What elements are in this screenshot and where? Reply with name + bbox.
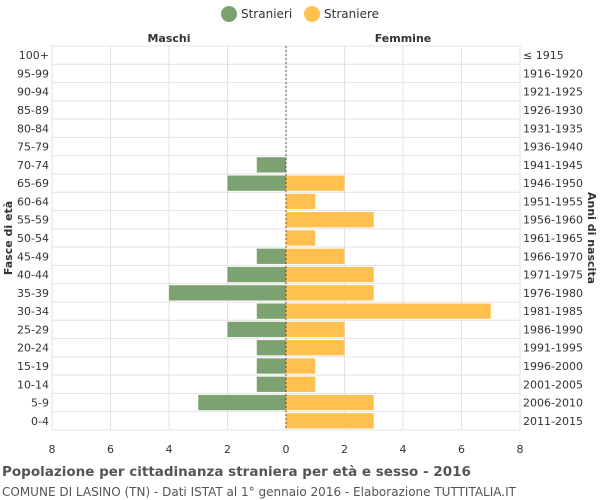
females-header: Femmine — [375, 32, 432, 45]
bar-female — [286, 321, 345, 338]
bar-female — [286, 193, 316, 210]
bar-male — [256, 340, 286, 356]
bar-male — [256, 248, 286, 264]
legend-label-females: Straniere — [324, 7, 379, 21]
x-tick-label: 8 — [49, 443, 56, 456]
bar-female — [286, 212, 374, 228]
legend-swatch-females — [304, 6, 321, 22]
age-group-label: 55-59 — [17, 214, 49, 227]
x-tick-label: 2 — [341, 443, 348, 456]
legend: Stranieri Straniere — [0, 6, 600, 22]
age-group-label: 25-29 — [17, 323, 49, 336]
y-axis-label-left: Fasce di età — [2, 201, 15, 275]
birth-year-label: 1996-2000 — [523, 360, 583, 373]
age-group-label: 0-4 — [31, 415, 49, 428]
legend-item-males[interactable]: Stranieri — [220, 6, 293, 22]
x-tick-label: 4 — [166, 443, 173, 456]
birth-year-label: 1951-1955 — [523, 195, 583, 208]
birth-year-label: 1971-1975 — [523, 269, 583, 282]
birth-year-label: 2011-2015 — [523, 415, 583, 428]
bar-male — [256, 376, 286, 392]
bar-male — [227, 175, 286, 191]
birth-year-label: 1931-1935 — [523, 122, 583, 135]
bar-male — [227, 321, 286, 338]
x-tick-label: 4 — [400, 443, 407, 456]
x-tick-label: 0 — [283, 443, 290, 456]
legend-swatch-males — [220, 6, 237, 22]
x-tick-label: 6 — [107, 443, 114, 456]
age-group-label: 5-9 — [31, 397, 49, 410]
bar-female — [286, 358, 316, 374]
bar-female — [286, 340, 345, 356]
bar-male — [256, 157, 286, 173]
age-group-label: 85-89 — [17, 104, 49, 117]
bar-female — [286, 285, 374, 301]
age-group-label: 60-64 — [17, 195, 49, 208]
x-tick-label: 2 — [224, 443, 231, 456]
birth-year-label: 2006-2010 — [523, 397, 583, 410]
age-group-label: 75-79 — [17, 141, 49, 154]
birth-year-label: 1991-1995 — [523, 342, 583, 355]
x-tick-label: 6 — [458, 443, 465, 456]
bar-female — [286, 266, 374, 283]
x-tick-label: 8 — [517, 443, 524, 456]
age-group-label: 100+ — [19, 49, 49, 62]
bar-female — [286, 376, 316, 392]
birth-year-label: 1976-1980 — [523, 287, 583, 300]
birth-year-label: 1961-1965 — [523, 232, 583, 245]
birth-year-label: 1956-1960 — [523, 214, 583, 227]
bar-male — [256, 358, 286, 374]
bar-female — [286, 303, 491, 319]
birth-year-label: 1916-1920 — [523, 67, 583, 80]
bar-female — [286, 413, 374, 429]
birth-year-label: 1921-1925 — [523, 86, 583, 99]
legend-label-males: Stranieri — [240, 7, 293, 21]
age-group-label: 30-34 — [17, 305, 49, 318]
bar-female — [286, 230, 316, 246]
age-group-label: 65-69 — [17, 177, 49, 190]
age-group-label: 95-99 — [17, 67, 49, 80]
age-group-label: 35-39 — [17, 287, 49, 300]
birth-year-label: 1946-1950 — [523, 177, 583, 190]
bar-female — [286, 394, 374, 411]
bar-male — [227, 266, 286, 283]
birth-year-label: 1926-1930 — [523, 104, 583, 117]
age-group-label: 10-14 — [17, 378, 49, 391]
age-group-label: 20-24 — [17, 342, 49, 355]
age-group-label: 15-19 — [17, 360, 49, 373]
legend-item-females[interactable]: Straniere — [304, 6, 379, 22]
birth-year-label: ≤ 1915 — [523, 49, 564, 62]
birth-year-label: 1966-1970 — [523, 250, 583, 263]
age-group-label: 70-74 — [17, 159, 49, 172]
age-group-label: 40-44 — [17, 269, 49, 282]
bar-female — [286, 248, 345, 264]
age-group-label: 45-49 — [17, 250, 49, 263]
birth-year-label: 2001-2005 — [523, 378, 583, 391]
chart-title: Popolazione per cittadinanza straniera p… — [2, 464, 471, 480]
birth-year-label: 1936-1940 — [523, 141, 583, 154]
birth-year-label: 1941-1945 — [523, 159, 583, 172]
age-group-label: 80-84 — [17, 122, 49, 135]
bar-male — [198, 394, 286, 411]
bar-male — [169, 285, 286, 301]
age-group-label: 90-94 — [17, 86, 49, 99]
birth-year-label: 1986-1990 — [523, 323, 583, 336]
age-group-label: 50-54 — [17, 232, 49, 245]
chart-subtitle: COMUNE DI LASINO (TN) - Dati ISTAT al 1°… — [2, 485, 516, 499]
bar-male — [256, 303, 286, 319]
bar-female — [286, 175, 345, 191]
males-header: Maschi — [147, 32, 190, 45]
y-axis-label-right: Anni di nascita — [585, 192, 598, 284]
birth-year-label: 1981-1985 — [523, 305, 583, 318]
pyramid-chart: 8 6 4 2 0 2 4 6 8 100+ ≤ 1915 95-99 1916-1920 90-94 19… — [2, 32, 598, 456]
